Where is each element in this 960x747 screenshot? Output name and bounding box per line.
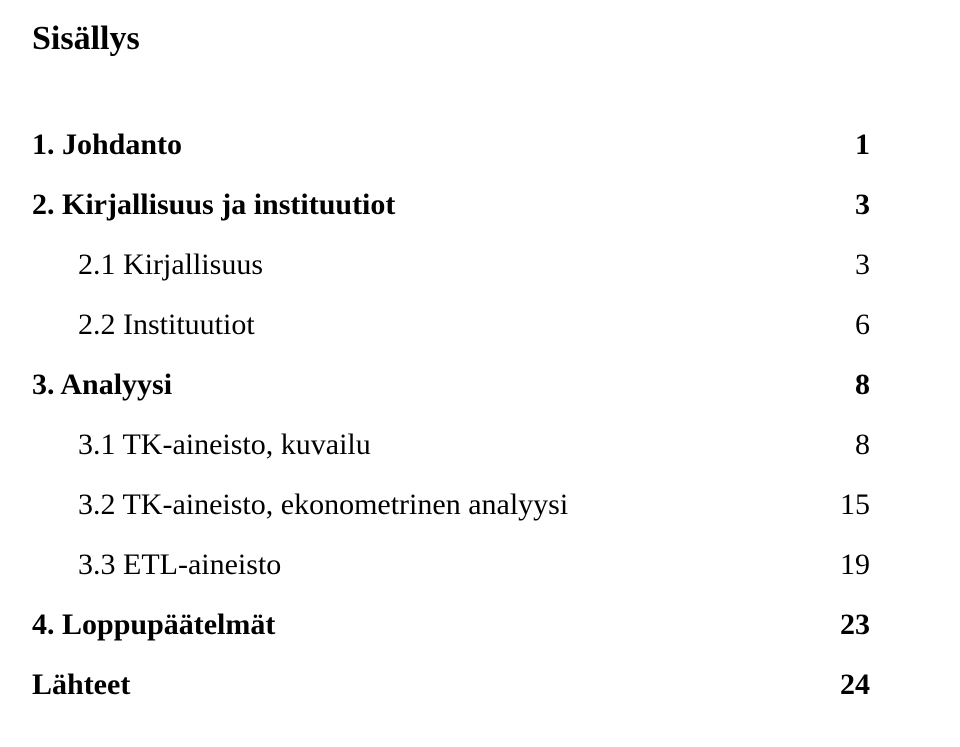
table-of-contents: 1. Johdanto12. Kirjallisuus ja instituut… [32,130,870,700]
toc-row: 2.1 Kirjallisuus3 [32,250,870,280]
toc-row: 3.3 ETL-aineisto19 [32,550,870,580]
page-title: Sisällys [32,20,870,58]
toc-page-number: 8 [830,430,870,460]
toc-page-number: 24 [830,670,870,700]
toc-label: Lähteet [32,670,830,700]
toc-row: 2.2 Instituutiot6 [32,310,870,340]
toc-page-number: 23 [830,610,870,640]
toc-row: 2. Kirjallisuus ja instituutiot3 [32,190,870,220]
toc-row: 4. Loppupäätelmät23 [32,610,870,640]
toc-page-number: 6 [830,310,870,340]
toc-page-number: 3 [830,190,870,220]
toc-label: 2.1 Kirjallisuus [32,250,830,280]
toc-row: Lähteet24 [32,670,870,700]
toc-page-number: 19 [830,550,870,580]
document-page: Sisällys 1. Johdanto12. Kirjallisuus ja … [0,0,960,700]
toc-label: 2.2 Instituutiot [32,310,830,340]
toc-label: 1. Johdanto [32,130,830,160]
toc-label: 3.1 TK-aineisto, kuvailu [32,430,830,460]
toc-row: 3.1 TK-aineisto, kuvailu8 [32,430,870,460]
toc-row: 3. Analyysi8 [32,370,870,400]
toc-label: 4. Loppupäätelmät [32,610,830,640]
toc-page-number: 15 [830,490,870,520]
toc-row: 1. Johdanto1 [32,130,870,160]
toc-row: 3.2 TK-aineisto, ekonometrinen analyysi1… [32,490,870,520]
toc-label: 3.3 ETL-aineisto [32,550,830,580]
toc-page-number: 1 [830,130,870,160]
toc-label: 2. Kirjallisuus ja instituutiot [32,190,830,220]
toc-label: 3.2 TK-aineisto, ekonometrinen analyysi [32,490,830,520]
toc-page-number: 8 [830,370,870,400]
toc-page-number: 3 [830,250,870,280]
toc-label: 3. Analyysi [32,370,830,400]
